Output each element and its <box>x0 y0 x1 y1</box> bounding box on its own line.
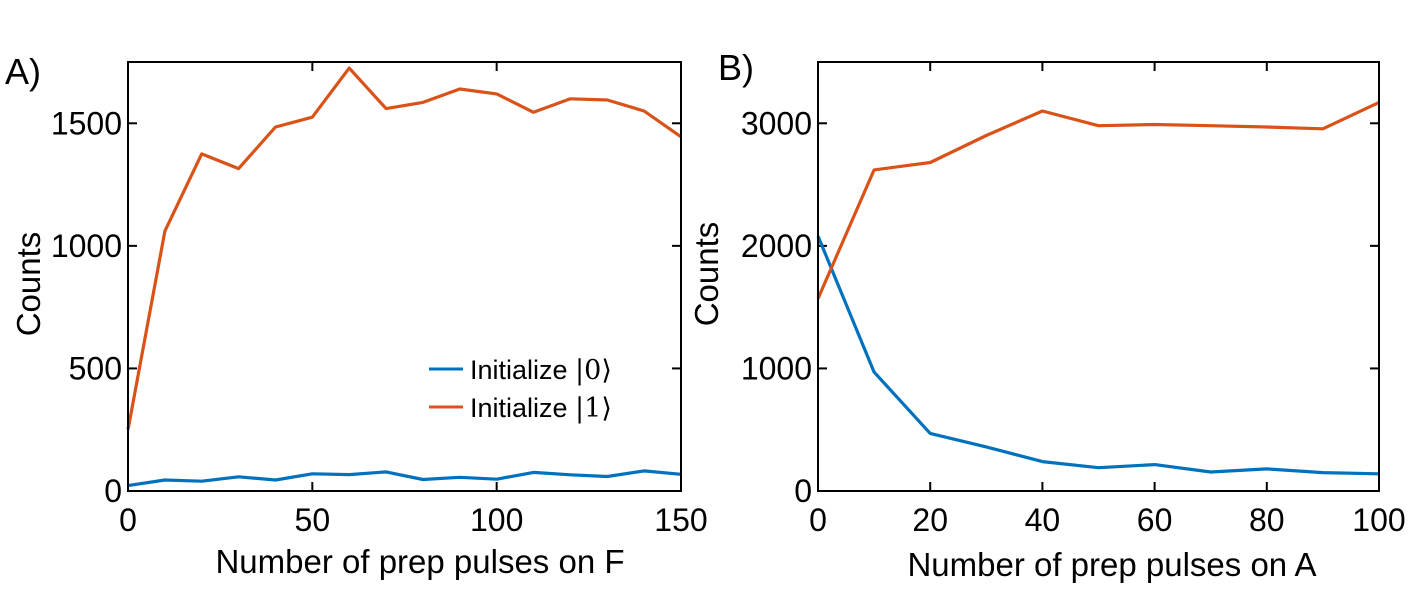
panel-b-series <box>816 100 1380 476</box>
panel-a-x-axis-label: Number of prep pulses on F <box>215 543 624 580</box>
panel-a-series <box>126 66 682 488</box>
panel-a-y-tick-label: 500 <box>69 350 122 386</box>
panel-b-x-axis-label: Number of prep pulses on A <box>907 546 1316 583</box>
panel-b-x-tick-label: 100 <box>1352 502 1405 538</box>
panel-b-y-tick-label: 3000 <box>741 105 812 141</box>
panel-label-a: A) <box>5 51 41 92</box>
panel-b-ticks <box>817 62 1380 492</box>
panel-a-y-axis-label: Counts <box>10 232 47 337</box>
legend-label-0-text: Initialize <box>470 355 575 385</box>
panel-b-y-tick-label: 1000 <box>741 350 812 386</box>
panel-a-ticks <box>127 62 682 492</box>
panel-b-series-initialize-0-line <box>816 235 1380 476</box>
panel-label-b: B) <box>718 47 754 88</box>
panel-b-x-tick-label: 20 <box>912 502 948 538</box>
panel-a-x-tick-label: 150 <box>654 502 707 538</box>
panel-b-x-tick-label: 60 <box>1137 502 1173 538</box>
panel-a-series-initialize-1-line <box>126 66 682 430</box>
panel-a-axes-box <box>127 61 682 492</box>
legend: Initialize |0⟩ Initialize |1⟩ <box>429 355 612 424</box>
panel-b-y-tick-label: 0 <box>794 473 812 509</box>
panel-b-axes-box <box>817 61 1380 492</box>
panel-b-x-tick-label: 80 <box>1249 502 1285 538</box>
panel-a-y-tick-label: 1500 <box>51 105 122 141</box>
panel-a-series-initialize-0-line <box>127 469 682 488</box>
panel-a-y-tick-label: 1000 <box>51 228 122 264</box>
panel-b-y-axis-label: Counts <box>688 222 725 327</box>
legend-label-1-ket: |1⟩ <box>575 393 612 424</box>
legend-label-0-ket: |0⟩ <box>575 355 612 386</box>
panel-a-y-tick-label: 0 <box>104 473 122 509</box>
panel-b-x-tick-label: 0 <box>809 502 827 538</box>
legend-label-1-text: Initialize <box>470 393 575 423</box>
panel-a-x-tick-label: 50 <box>295 502 331 538</box>
legend-label-0: Initialize |0⟩ <box>470 355 612 386</box>
panel-b-y-tick-label: 2000 <box>741 228 812 264</box>
panel-a-x-tick-label: 100 <box>470 502 523 538</box>
legend-label-1: Initialize |1⟩ <box>470 393 612 424</box>
panel-a-x-tick-label: 0 <box>119 502 137 538</box>
panel-b-series-initialize-1-line <box>816 100 1380 300</box>
panel-b-x-tick-label: 40 <box>1025 502 1061 538</box>
